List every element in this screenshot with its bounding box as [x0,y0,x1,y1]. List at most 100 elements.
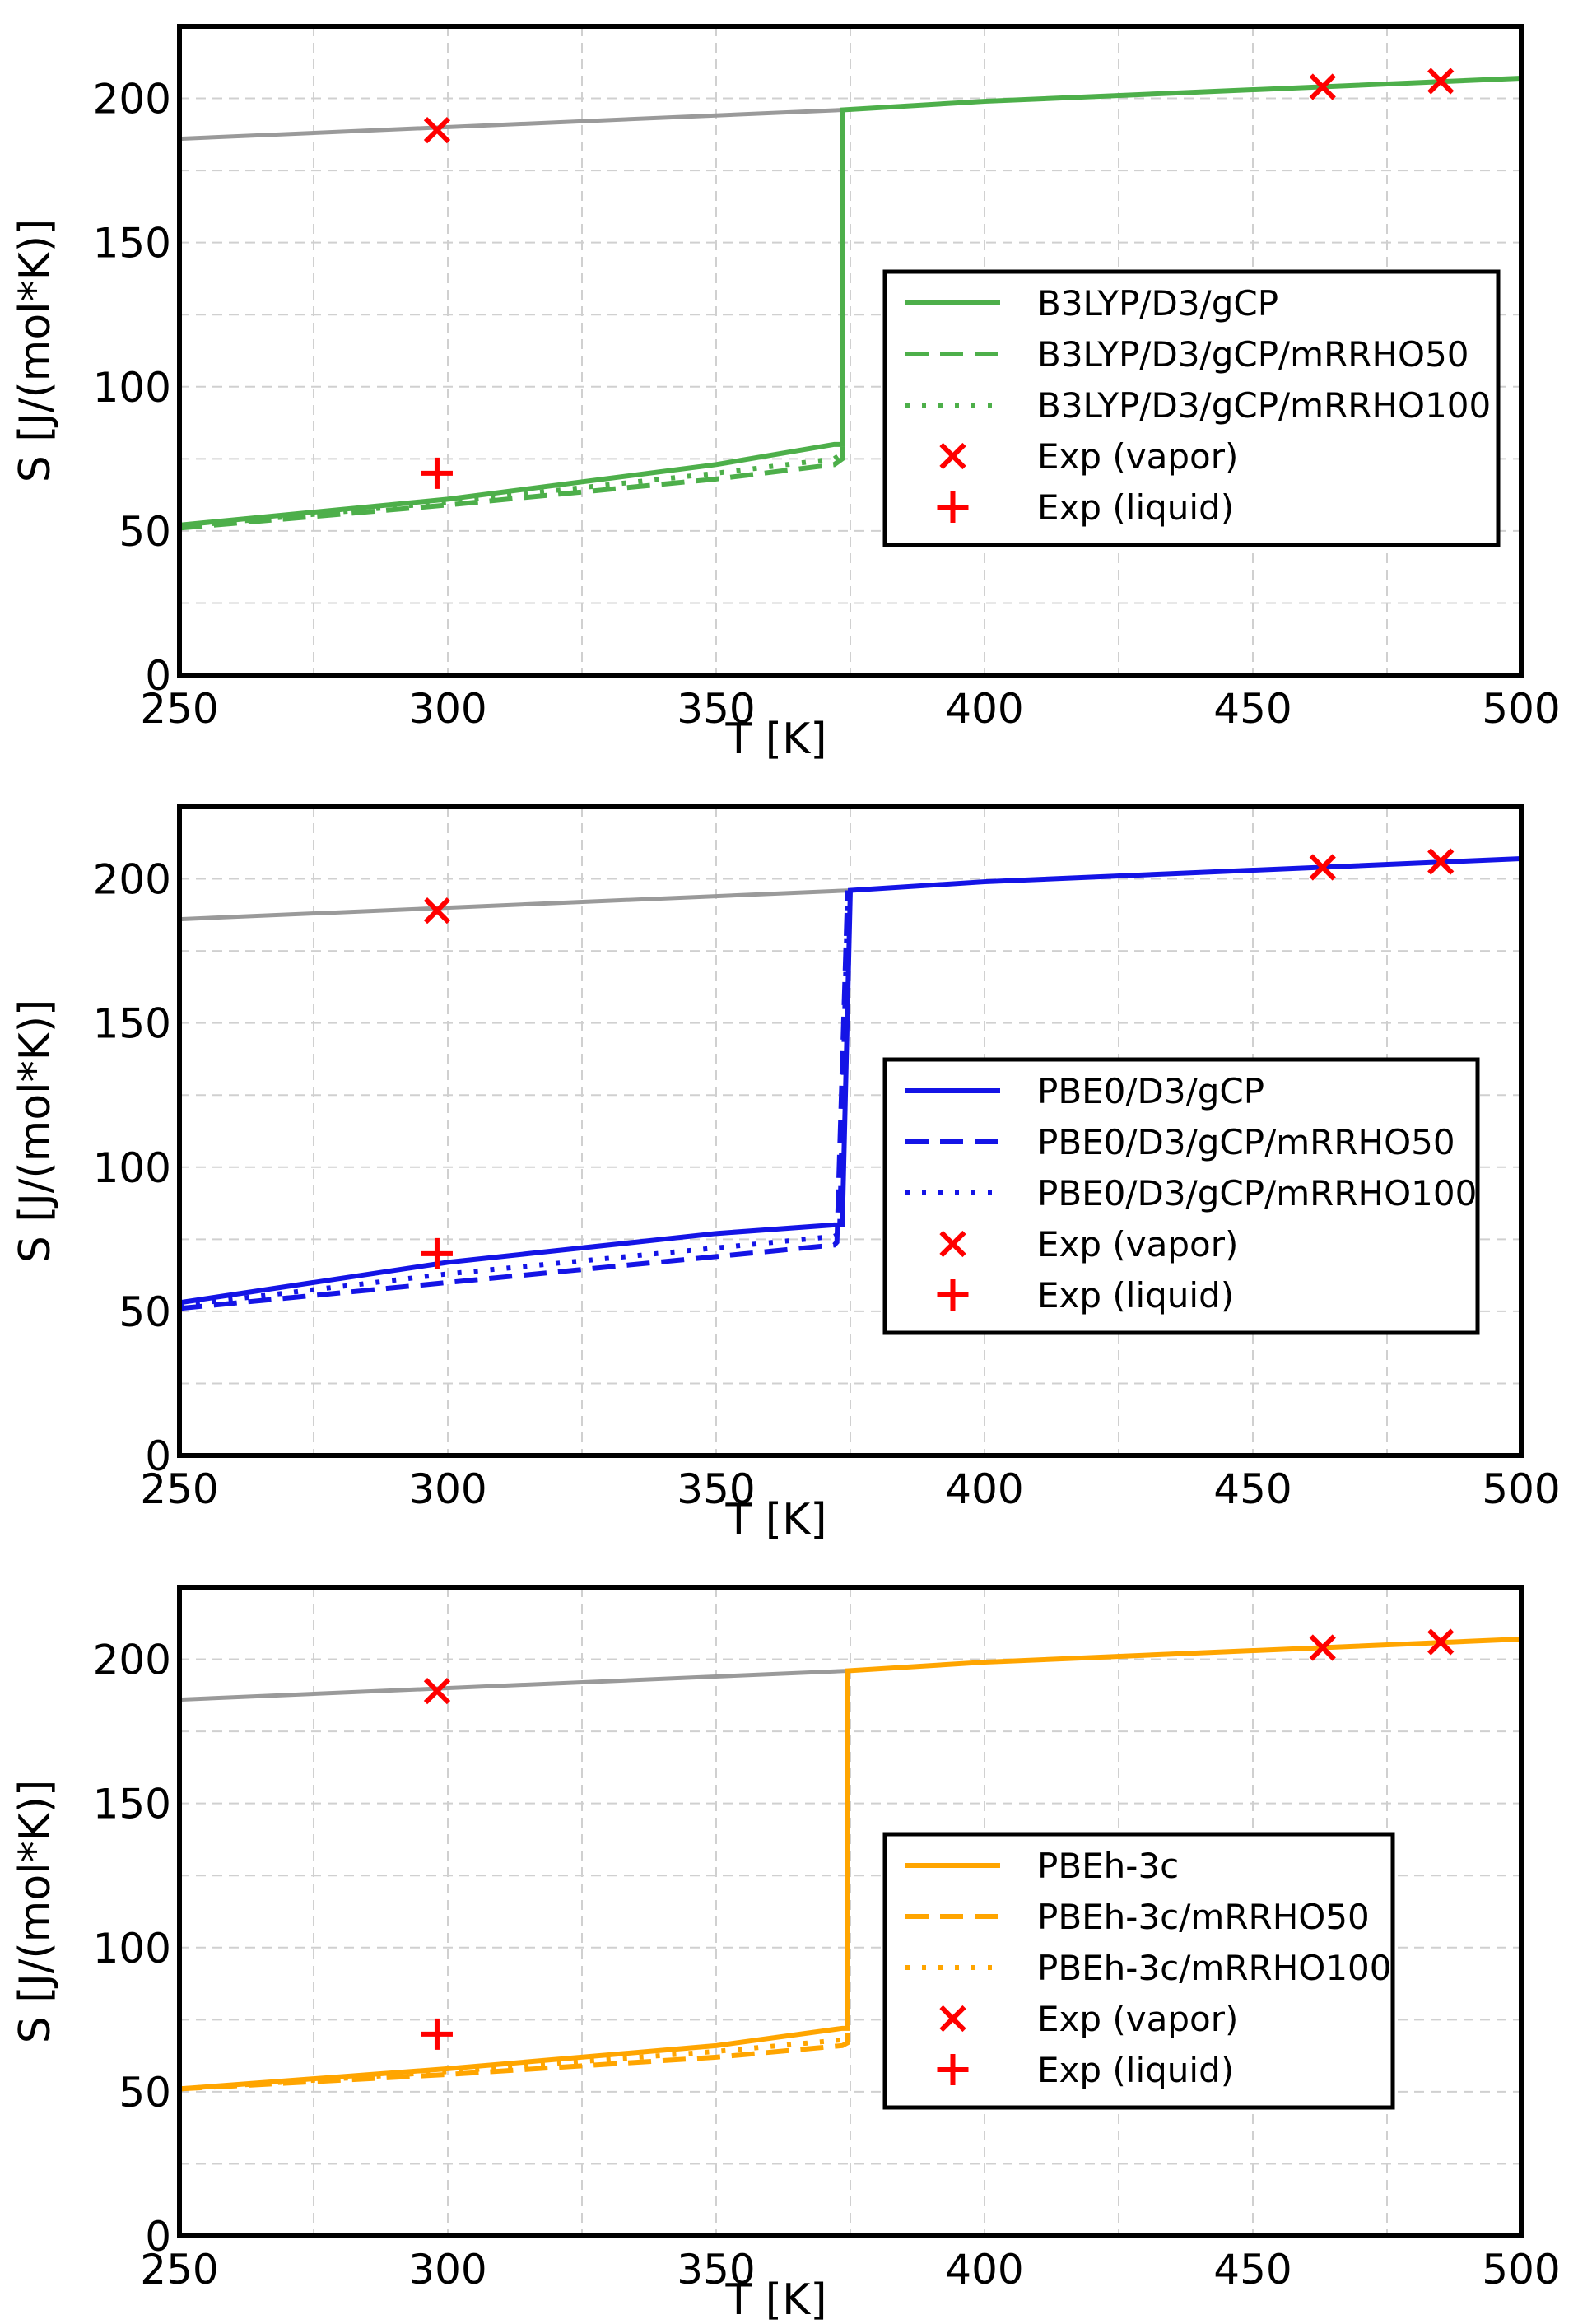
legend-box [882,1832,1395,2110]
y-tick-label: 150 [93,220,171,268]
y-tick-label: 100 [93,364,171,412]
marker-stroke [423,897,451,924]
legend-item: Exp (liquid) [937,487,1234,528]
gray-reference-line [179,108,843,142]
x-tick-label: 450 [1213,685,1292,733]
marker-stroke [1309,73,1336,100]
x-axis-label: T [K] [725,1495,827,1544]
exp-liquid-marker [421,457,453,489]
legend-label: PBEh-3c/mRRHO50 [1037,1897,1370,1937]
grid [179,1587,1521,2236]
x-tick-label: 350 [677,1465,755,1513]
legend-item: PBEh-3c/mRRHO100 [905,1948,1392,1988]
exp-vapor-marker [1427,1628,1455,1656]
legend-label: PBEh-3c [1037,1846,1179,1886]
x-tick-label: 300 [408,2246,486,2294]
series-line-dotted [179,450,844,529]
x-tick-label: 250 [140,1465,218,1513]
gray-reference-line [179,888,851,922]
series-line-solid [179,76,1522,528]
x-tick-label: 400 [945,1465,1023,1513]
legend-item: PBEh-3c/mRRHO50 [905,1897,1370,1937]
series-line-dotted [179,890,850,1308]
exp-vapor-marker [1309,854,1336,881]
legend-item: Exp (liquid) [937,1275,1234,1316]
y-tick-label: 50 [119,508,171,556]
legend-item: PBE0/D3/gCP/mRRHO50 [905,1122,1455,1162]
legend-label: PBEh-3c/mRRHO100 [1037,1948,1392,1988]
exp-vapor-marker [423,116,451,144]
legend-item: PBE0/D3/gCP/mRRHO100 [905,1173,1477,1213]
marker-stroke [1427,848,1455,875]
exp-liquid-marker [421,1237,453,1269]
legend-label: Exp (vapor) [1037,436,1238,477]
marker-stroke [1427,68,1455,95]
x-axis-label: T [K] [725,2275,827,2321]
exp-vapor-marker [1309,73,1336,100]
marker-stroke [1309,854,1336,881]
legend: PBE0/D3/gCP PBE0/D3/gCP/mRRHO50 PBE0/D3/gC… [882,1057,1480,1335]
exp-vapor-marker [1427,68,1455,95]
y-tick-label: 100 [93,1144,171,1192]
series-line-solid [179,856,1522,1306]
plot-frame [177,804,1524,1458]
x-tick-label: 350 [677,2246,755,2294]
x-tick-label: 300 [408,1465,486,1513]
legend-label: PBE0/D3/gCP [1037,1071,1264,1111]
y-tick-label: 200 [93,1637,171,1684]
y-tick-label: 200 [93,76,171,123]
marker-stroke [423,116,451,144]
y-tick-label: 0 [145,1432,171,1480]
marker-stroke [1309,1634,1336,1661]
series-line-solid [179,1637,1522,2092]
series-line-dashed [179,109,845,531]
y-axis-label: S [J/(mol*K)] [11,999,60,1264]
legend-label: B3LYP/D3/gCP/mRRHO50 [1037,334,1469,375]
plot-frame [177,1585,1524,2238]
x-tick-label: 400 [945,685,1023,733]
legend: B3LYP/D3/gCP B3LYP/D3/gCP/mRRHO50 B3LYP/D3… [882,269,1501,547]
gray-reference-line [179,1669,848,1702]
legend-item: Exp (vapor) [939,1224,1238,1264]
legend-marker [939,1230,966,1258]
plot-frame [177,24,1524,678]
legend-box [882,269,1501,547]
x-tick-label: 450 [1213,2246,1292,2294]
legend-box [882,1057,1480,1335]
legend-item: Exp (vapor) [939,436,1238,477]
exp-vapor-marker [1309,1634,1336,1661]
legend-item: Exp (vapor) [939,1999,1238,2039]
x-tick-label: 500 [1482,2246,1560,2294]
y-tick-label: 200 [93,856,171,904]
y-tick-label: 150 [93,1781,171,1828]
y-tick-label: 150 [93,1000,171,1048]
marker-stroke [423,1677,451,1705]
legend-item: B3LYP/D3/gCP/mRRHO50 [905,334,1469,375]
x-tick-label: 250 [140,685,218,733]
x-axis-label: T [K] [725,715,827,764]
legend-item: PBEh-3c [905,1846,1179,1886]
legend: PBEh-3c PBEh-3c/mRRHO50 PBEh-3c/mRRHO100 Ex… [882,1832,1395,2110]
exp-vapor-marker [423,1677,451,1705]
y-tick-label: 100 [93,1925,171,1972]
legend-item: Exp (liquid) [937,2050,1234,2090]
legend-label: PBE0/D3/gCP/mRRHO50 [1037,1122,1455,1162]
grid [179,26,1521,675]
exp-liquid-marker [421,2018,453,2050]
legend-item: PBE0/D3/gCP [905,1071,1264,1111]
series-line-dashed [179,1670,850,2092]
legend-label: B3LYP/D3/gCP/mRRHO100 [1037,385,1491,426]
y-tick-label: 0 [145,652,171,700]
x-tick-label: 500 [1482,685,1560,733]
x-tick-label: 350 [677,685,755,733]
chart-panel-top: 250 300 350 400 450 500 0 50 100 150 200 T [K] S [J/… [11,24,1561,764]
y-axis-label: S [J/(mol*K)] [11,219,60,483]
legend-label: Exp (vapor) [1037,1224,1238,1264]
x-tick-label: 400 [945,2246,1023,2294]
legend-label: Exp (liquid) [1037,1275,1234,1316]
legend-label: Exp (liquid) [1037,487,1234,528]
x-tick-label: 300 [408,685,486,733]
legend-label: Exp (vapor) [1037,1999,1238,2039]
